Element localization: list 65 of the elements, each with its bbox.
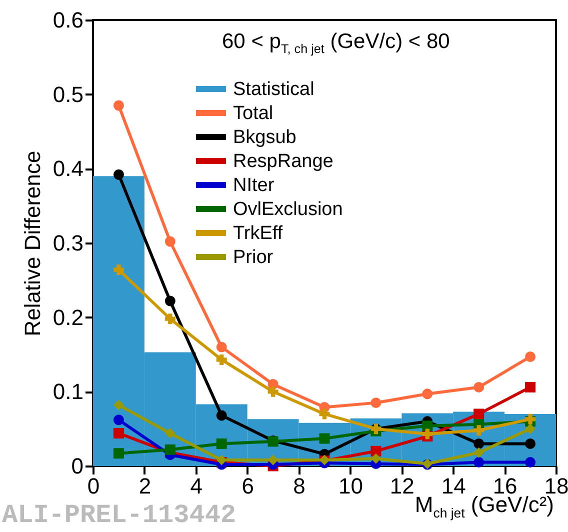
point [319,408,330,420]
point [268,454,278,466]
y-axis-title: Relative Difference [20,150,45,336]
y-tick-label: 0.3 [52,230,84,256]
point [216,410,227,421]
point [474,457,484,468]
y-tick-label: 0.4 [52,156,84,182]
y-tick-label: 0.2 [52,304,84,330]
point [113,400,124,410]
legend-label: Total [233,103,274,124]
point [319,433,330,444]
x-tick-label: 4 [190,474,203,498]
point [113,448,124,459]
point [370,453,382,464]
x-tick-label: 6 [242,474,254,498]
point [525,351,536,362]
x-tick-label: 0 [87,474,100,498]
point [164,236,176,247]
y-tick-label: 0 [71,454,84,478]
point [113,428,124,439]
legend-label: RespRange [233,151,334,172]
point [474,438,484,449]
point [525,457,536,468]
point [422,420,433,432]
point [370,398,382,408]
point [474,408,484,420]
point [113,414,124,426]
point [422,388,433,400]
legend-label: OvlExclusion [233,199,343,220]
point [113,169,124,180]
point [216,354,227,365]
point [164,428,176,439]
x-tick-label: 14 [441,474,466,498]
y-tick-label: 0.5 [52,82,84,107]
y-tick-label: 0.6 [52,8,84,32]
point [113,264,124,276]
point [525,414,536,424]
annotation: 60 < p$_{T, ch jet}$ (GeV/c) < 80 [222,30,450,56]
point [164,296,176,306]
point [268,386,278,397]
point [474,382,484,392]
x-tick-label: 10 [338,474,363,498]
point [474,425,484,436]
point [525,382,536,392]
legend-label: Prior [233,247,274,268]
point [216,438,227,449]
x-tick-label: 2 [138,474,152,498]
legend-label: NIter [233,175,275,196]
legend-label: Statistical [233,79,314,100]
point [216,454,227,466]
x-tick-label: 8 [293,474,306,498]
point [113,100,124,111]
text: ALI-PREL-113442 [2,500,236,530]
point [525,438,536,449]
point [525,424,536,434]
y-tick-label: 0.1 [52,379,84,404]
x-tick-label: 12 [390,474,414,498]
legend-label: Bkgsub [233,127,296,148]
point [370,446,382,456]
point [164,314,176,324]
point [216,342,227,352]
point [474,447,484,458]
point [422,428,433,440]
point [164,444,176,455]
legend-label: TrkEff [233,223,284,244]
